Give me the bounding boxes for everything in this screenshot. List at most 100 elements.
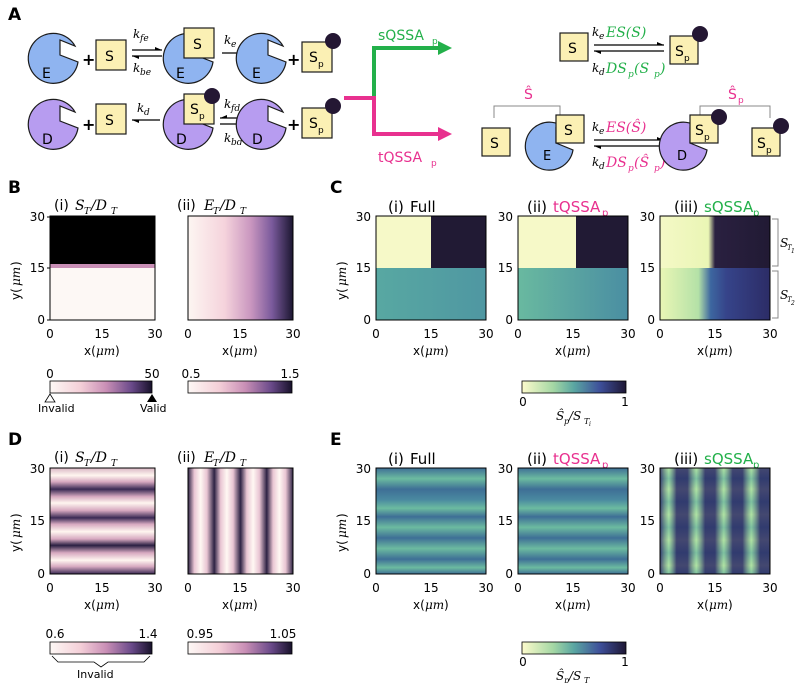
colorbar-b-i: 0 50 Invalid Valid <box>38 367 167 415</box>
svg-text:30: 30 <box>762 581 777 595</box>
svg-text:0: 0 <box>514 581 522 595</box>
svg-text:be: be <box>140 68 151 78</box>
svg-text:y(: y( <box>9 540 23 552</box>
colorbar-b-ii: 0.5 1.5 <box>181 367 300 394</box>
svg-text:0.5: 0.5 <box>181 367 200 381</box>
svg-text:30: 30 <box>285 581 300 595</box>
svg-text:30: 30 <box>147 581 162 595</box>
panel-e: E (i) Full (ii) tQSSA p (iii) sQSSA p 30… <box>330 430 778 683</box>
svg-text:p: p <box>318 126 324 136</box>
svg-text:0: 0 <box>372 581 380 595</box>
sqssa-reaction: S k e ES(S) k d DS p (S p ) S p <box>559 25 708 80</box>
title-e-ii: (ii) <box>527 450 547 468</box>
svg-text:15: 15 <box>565 327 580 341</box>
svg-text:0: 0 <box>184 581 192 595</box>
svg-text:p: p <box>738 96 744 106</box>
svg-text:): ) <box>115 344 120 358</box>
tqssa-arrow <box>344 96 440 136</box>
svg-text:p: p <box>431 159 437 169</box>
svg-text:15: 15 <box>356 514 371 528</box>
svg-text:p: p <box>602 208 608 219</box>
panel-letter-d: D <box>8 430 22 450</box>
svg-text:k: k <box>592 155 599 169</box>
svg-text:T: T <box>111 207 118 217</box>
panel-letter-c: C <box>330 178 342 198</box>
svg-text:x(: x( <box>413 344 425 358</box>
svg-text:μm: μm <box>425 598 444 612</box>
svg-text:S: S <box>309 50 318 66</box>
svg-text:S: S <box>105 49 114 65</box>
svg-text:μm: μm <box>96 598 115 612</box>
svg-text:15: 15 <box>356 261 371 275</box>
svg-text:S: S <box>309 116 318 132</box>
svg-text:e: e <box>231 40 236 50</box>
heatmap-e-ii <box>517 467 629 575</box>
svg-text:0: 0 <box>647 567 655 581</box>
svg-text:x(: x( <box>697 344 709 358</box>
svg-text:sQSSA: sQSSA <box>704 450 754 468</box>
svg-text:e: e <box>599 32 604 42</box>
svg-text:d: d <box>144 108 150 118</box>
svg-text:x(: x( <box>413 598 425 612</box>
svg-text:T: T <box>84 207 91 217</box>
tqssa-reaction: Ŝ S S E k e ES(Ŝ) k d DS p (Ŝ p ) Ŝ p <box>481 85 789 174</box>
heatmap-c-iii <box>659 215 771 321</box>
svg-text:T: T <box>111 459 118 469</box>
svg-text:1.5: 1.5 <box>280 367 299 381</box>
svg-text:0: 0 <box>656 581 664 595</box>
svg-text:50: 50 <box>144 367 159 381</box>
svg-text:): ) <box>659 155 665 171</box>
svg-text:1: 1 <box>621 395 629 409</box>
rate-kfd: k <box>224 97 231 111</box>
svg-text:S: S <box>75 450 85 466</box>
svg-text:S: S <box>757 136 766 152</box>
svg-text:μm: μm <box>9 519 23 538</box>
svg-text:p: p <box>628 164 634 174</box>
svg-text:p: p <box>628 70 634 80</box>
svg-text:): ) <box>9 261 23 266</box>
complex-es: S E <box>162 27 215 84</box>
tqssa-label: tQSSA <box>378 150 423 166</box>
phosphate-icon <box>773 118 789 134</box>
svg-text:μm: μm <box>9 267 23 286</box>
svg-text:15: 15 <box>707 327 722 341</box>
s-hat-label: Ŝ <box>524 85 533 103</box>
svg-text:μm: μm <box>335 519 349 538</box>
svg-text:0: 0 <box>46 581 54 595</box>
panel-c: C (i) Full (ii) tQSSA p (iii) sQSSA p <box>330 178 795 428</box>
axes-d: 30 15 0 y( μm ) 0 15 30 0 15 30 x( μm ) … <box>9 462 301 612</box>
svg-text:): ) <box>586 344 591 358</box>
svg-text:μm: μm <box>234 598 253 612</box>
svg-text:): ) <box>253 344 258 358</box>
svg-text:d: d <box>599 68 605 78</box>
svg-text:1: 1 <box>791 248 795 255</box>
svg-text:μm: μm <box>335 267 349 286</box>
tqssa-forward-rate: ES(Ŝ) <box>605 118 646 136</box>
title-c-iii: (iii) <box>674 198 698 216</box>
svg-text:E: E <box>203 450 214 466</box>
svg-text:(Ŝ: (Ŝ <box>634 153 649 171</box>
phosphate-icon <box>711 109 727 125</box>
rate-kfe: k <box>133 27 140 41</box>
colorbar-d-i: 0.6 1.4 Invalid <box>45 627 157 681</box>
svg-text:): ) <box>9 513 23 518</box>
svg-text:0: 0 <box>37 313 45 327</box>
svg-text:0: 0 <box>37 567 45 581</box>
svg-text:0: 0 <box>505 313 513 327</box>
svg-text:30: 30 <box>478 327 493 341</box>
substrate-box-1: S <box>95 39 127 71</box>
svg-text:S: S <box>568 41 577 57</box>
panel-b: B (i) S T /D T (ii) E T /D T 30 15 0 <box>8 178 301 415</box>
svg-text:+: + <box>82 115 95 134</box>
svg-text:1: 1 <box>621 655 629 669</box>
svg-text:y(: y( <box>9 288 23 300</box>
svg-text:15: 15 <box>30 261 45 275</box>
substrate-box-2: S <box>95 103 127 135</box>
svg-text:15: 15 <box>423 327 438 341</box>
svg-text:(S: (S <box>634 61 649 77</box>
svg-text:S: S <box>190 102 199 118</box>
svg-text:T: T <box>240 207 247 217</box>
title-d-ii: (ii) <box>177 450 196 466</box>
phosphate-icon <box>204 88 220 104</box>
